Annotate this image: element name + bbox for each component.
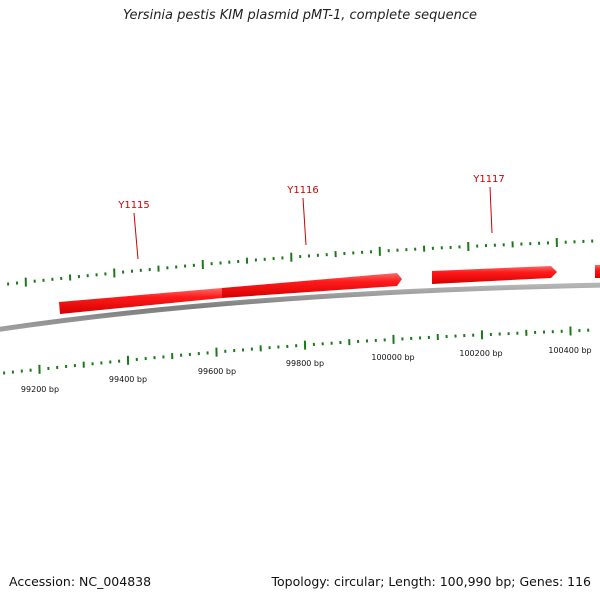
scale-label: 100000 bp [371,353,414,362]
gene-label-line-1 [133,212,139,260]
gene-label-line-3 [489,186,493,234]
scale-label: 99600 bp [198,367,236,376]
gene-label[interactable]: Y1115 [117,200,150,211]
outer-scale-ticks [7,237,594,287]
scale-label: 99400 bp [109,375,147,384]
scale-label: 100400 bp [548,346,591,355]
gene-labels: Y1115 Y1116 Y1117 [117,174,505,211]
gene-label-line-2 [302,197,307,246]
gene-feature-3[interactable] [432,266,557,284]
gene-feature-2[interactable] [222,273,402,298]
gene-feature-4[interactable] [595,265,600,278]
sequence-backbone [0,282,600,332]
scale-label: 99200 bp [21,385,59,394]
gene-label[interactable]: Y1117 [472,174,505,185]
scale-label: 99800 bp [286,359,324,368]
inner-scale-ticks [3,326,590,375]
gene-label-lines [133,186,493,260]
gene-feature-1[interactable] [59,288,222,314]
scale-labels: 99200 bp 99400 bp 99600 bp 99800 bp 1000… [21,346,592,394]
scale-label: 100200 bp [459,349,502,358]
sequence-summary: Topology: circular; Length: 100,990 bp; … [271,574,592,589]
gene-features [59,265,600,314]
accession-label: Accession: NC_004838 [9,574,152,589]
gene-label[interactable]: Y1116 [286,185,319,196]
map-title: Yersinia pestis KIM plasmid pMT-1, compl… [122,8,478,23]
